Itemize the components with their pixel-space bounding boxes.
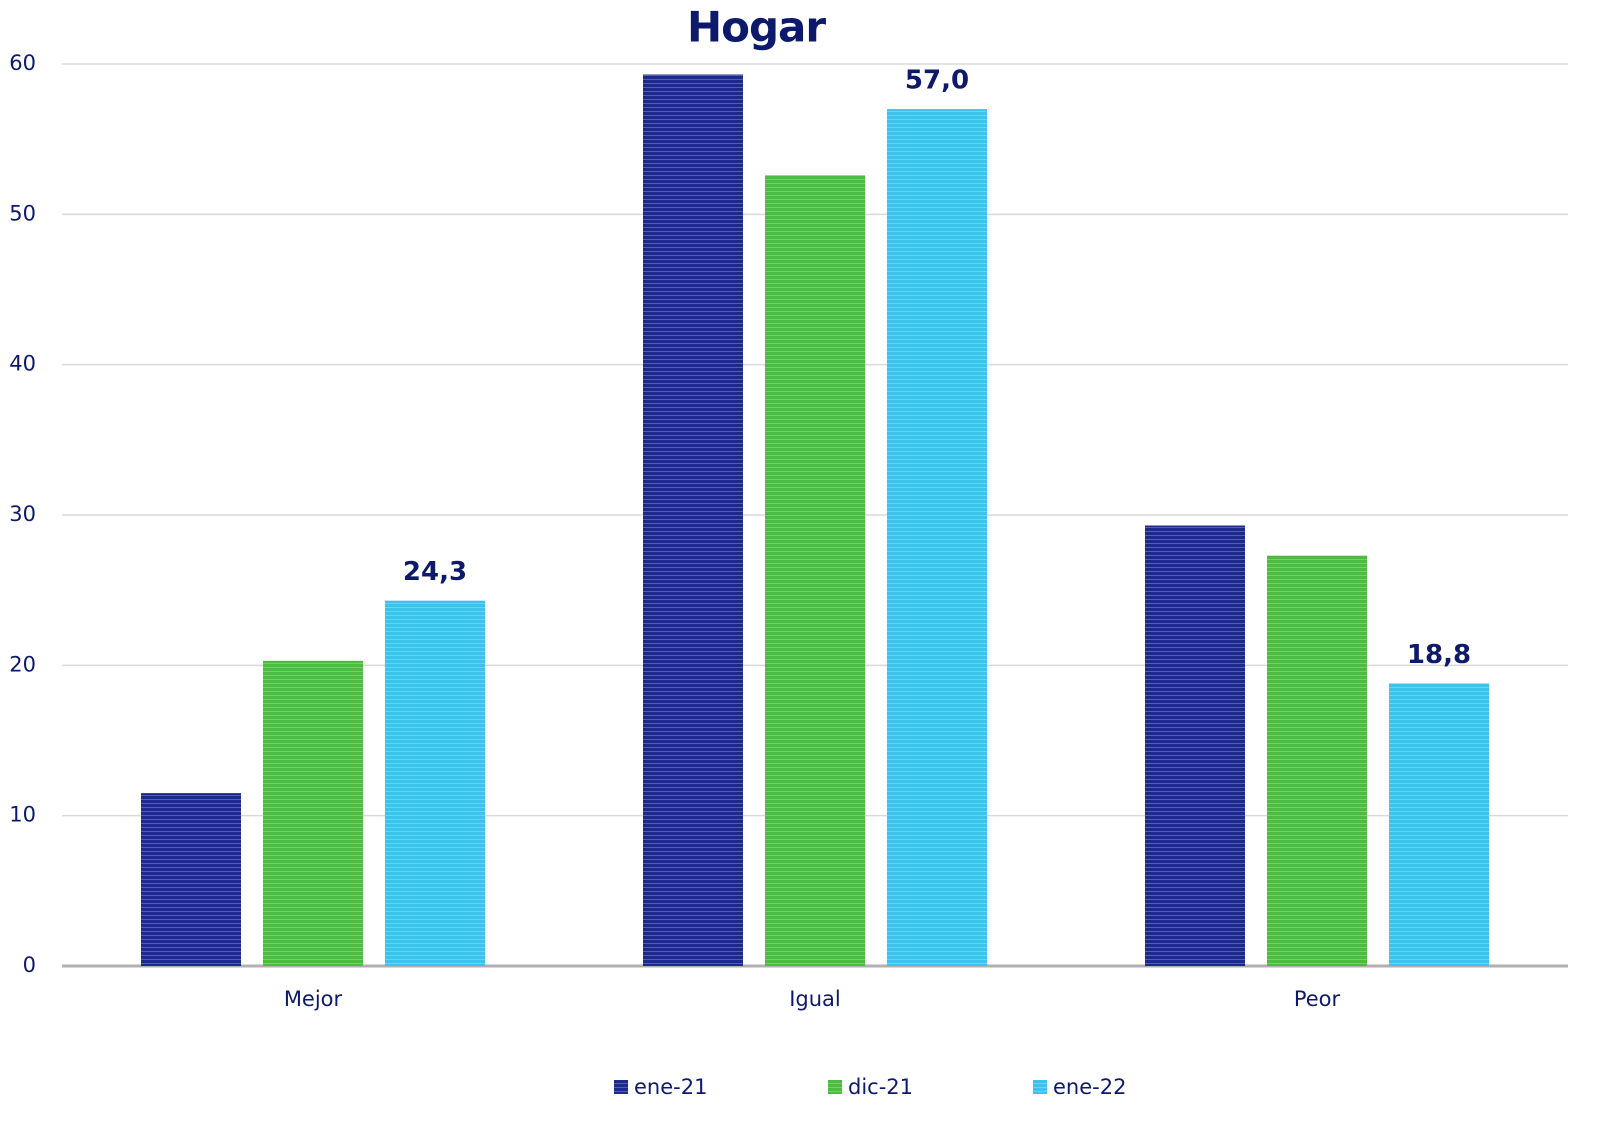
bar — [141, 793, 241, 966]
y-tick-label: 20 — [9, 652, 36, 676]
y-tick-label: 30 — [9, 502, 36, 526]
legend-label: ene-22 — [1053, 1075, 1126, 1099]
x-tick-label: Mejor — [284, 987, 343, 1011]
bar — [887, 109, 987, 967]
x-tick-label: Peor — [1294, 987, 1341, 1011]
bar — [1389, 683, 1489, 966]
bar — [643, 74, 743, 967]
bar — [385, 600, 485, 966]
y-tick-label: 10 — [9, 803, 36, 827]
value-label: 24,3 — [403, 557, 467, 587]
bar — [1267, 555, 1367, 966]
bar — [1145, 525, 1245, 966]
bar — [765, 175, 865, 966]
chart-title: Hogar — [687, 3, 826, 52]
legend-swatch — [1033, 1080, 1047, 1094]
y-tick-label: 0 — [23, 953, 36, 977]
legend-label: dic-21 — [848, 1075, 913, 1099]
value-label: 57,0 — [905, 66, 969, 96]
y-tick-label: 50 — [9, 201, 36, 225]
y-tick-label: 60 — [9, 51, 36, 75]
x-tick-label: Igual — [789, 987, 841, 1011]
legend-swatch — [828, 1080, 842, 1094]
bar — [263, 660, 363, 966]
legend-label: ene-21 — [634, 1075, 707, 1099]
value-label: 18,8 — [1407, 640, 1471, 670]
legend-swatch — [614, 1080, 628, 1094]
y-tick-label: 40 — [9, 352, 36, 376]
